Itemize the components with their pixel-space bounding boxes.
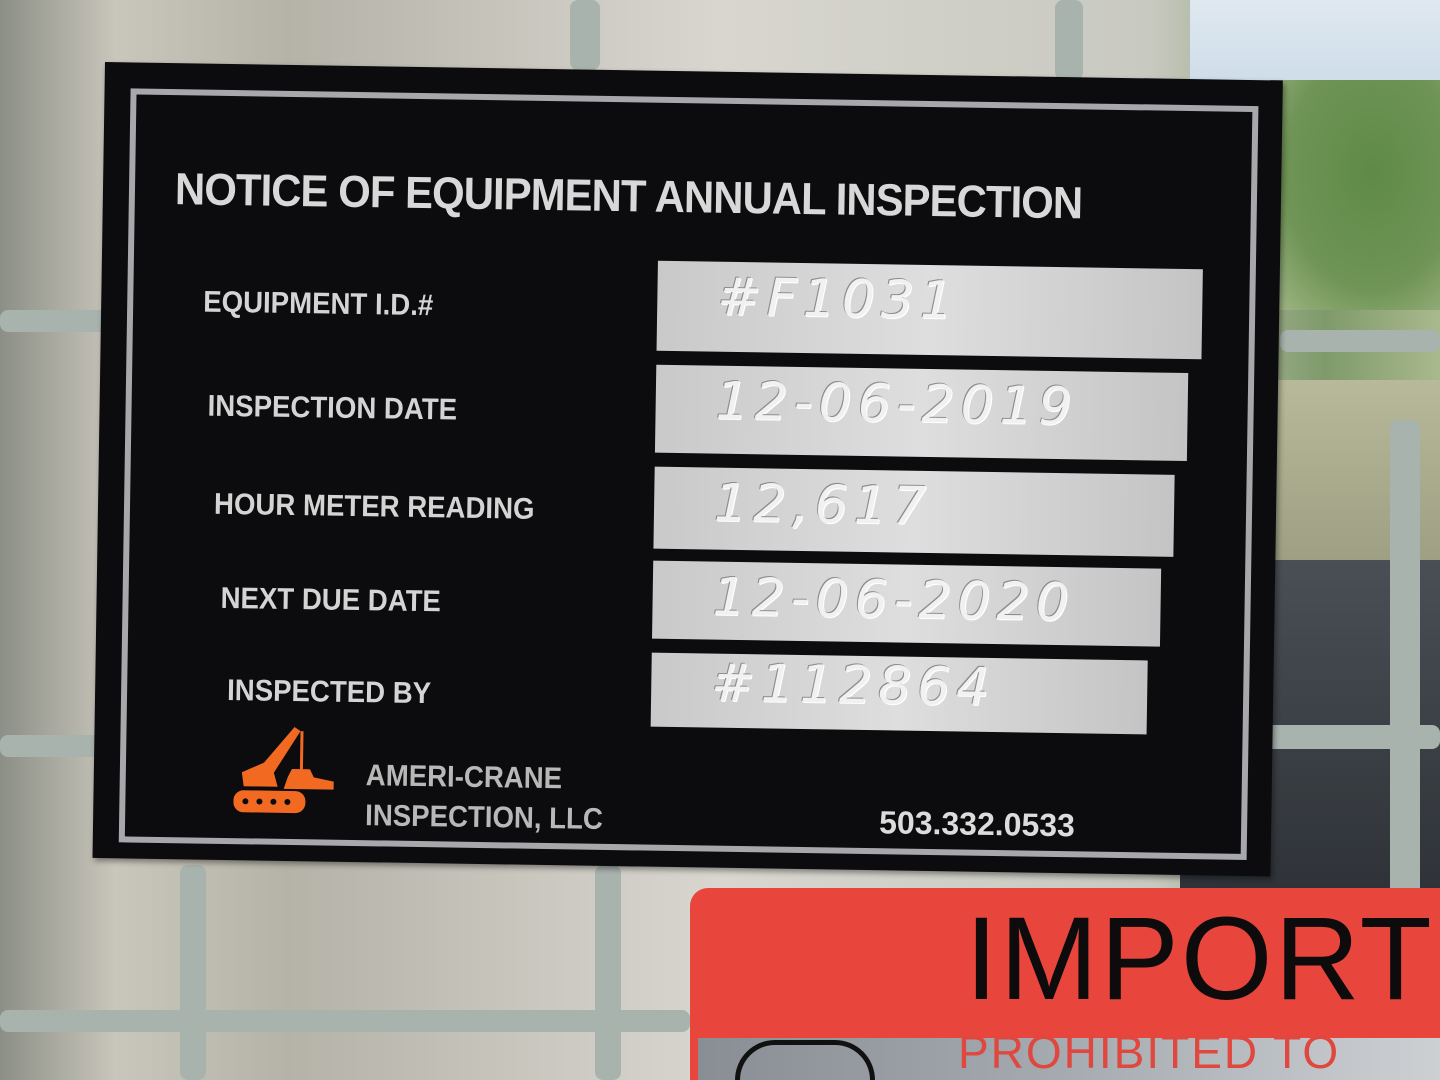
field-label-next-due-date: NEXT DUE DATE: [220, 581, 442, 619]
important-sticker: IMPORT PROHIBITED TO: [690, 888, 1440, 1080]
field-box-inspection-date: 12-06-2019: [654, 364, 1189, 462]
sticker-symbol-icon: [735, 1040, 875, 1080]
field-value-inspection-date: 12-06-2019: [715, 371, 1079, 438]
inspection-plate: NOTICE OF EQUIPMENT ANNUAL INSPECTION EQ…: [92, 62, 1283, 877]
field-label-hour-meter: HOUR METER READING: [213, 487, 535, 526]
field-box-next-due-date: 12-06-2020: [652, 560, 1162, 647]
company-line-1: AMERI-CRANE: [365, 759, 563, 796]
crane-icon: [233, 727, 334, 814]
field-label-inspection-date: INSPECTION DATE: [207, 389, 458, 427]
background-trees: [1270, 80, 1440, 310]
company-name: AMERI-CRANE INSPECTION, LLC: [365, 756, 604, 840]
sticker-subtext: PROHIBITED TO: [958, 1026, 1341, 1078]
field-value-hour-meter: 12,617: [713, 473, 933, 538]
field-box-equipment-id: #F1031: [656, 260, 1203, 360]
field-label-inspected-by: INSPECTED BY: [226, 673, 432, 711]
field-box-inspected-by: #112864: [650, 652, 1148, 735]
field-label-equipment-id: EQUIPMENT I.D.#: [202, 285, 434, 323]
sticker-heading: IMPORT: [965, 893, 1434, 1025]
field-value-inspected-by: #112864: [710, 653, 996, 719]
company-line-2: INSPECTION, LLC: [364, 799, 604, 836]
field-value-next-due-date: 12-06-2020: [712, 567, 1076, 634]
phone-number: 503.332.0533: [878, 804, 1076, 844]
field-value-equipment-id: #F1031: [716, 267, 960, 332]
field-box-hour-meter: 12,617: [653, 466, 1175, 557]
